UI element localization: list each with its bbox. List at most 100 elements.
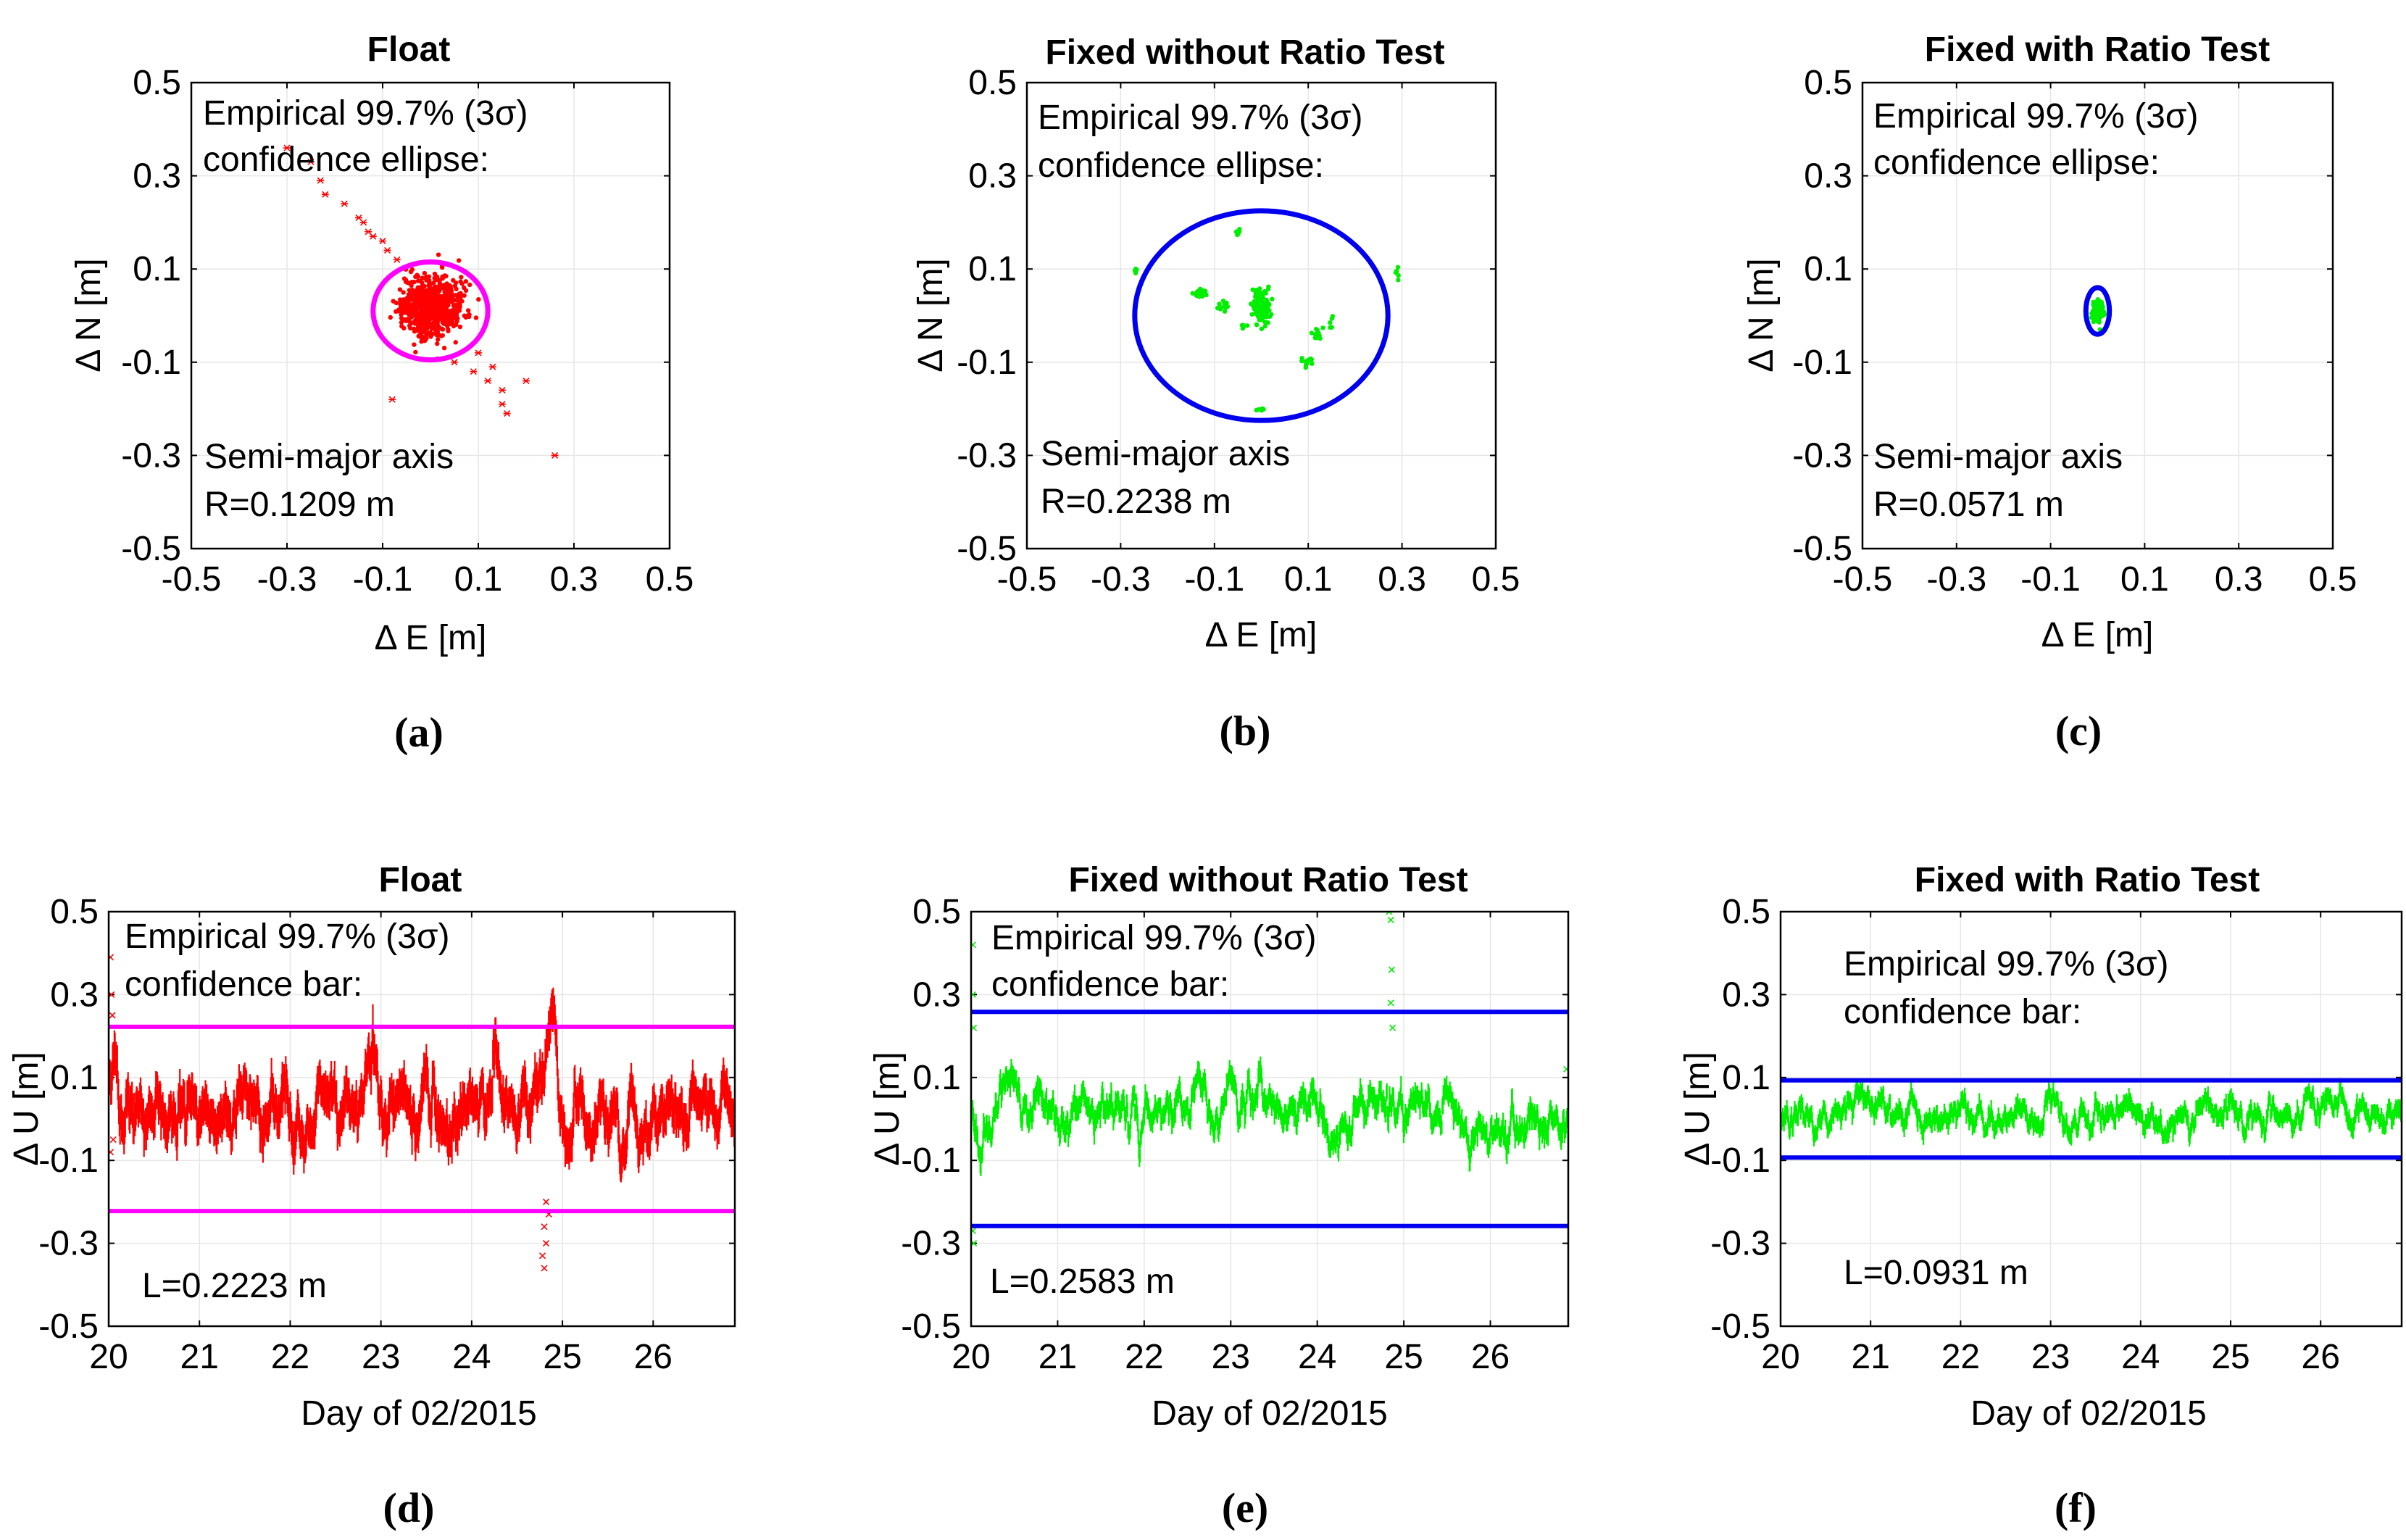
panel-caption: (c) bbox=[2055, 707, 2102, 754]
scatter-point bbox=[1257, 286, 1262, 291]
x-tick-labels: 20 21 22 23 24 25 26 bbox=[89, 1338, 673, 1376]
scatter-point bbox=[440, 327, 446, 332]
scatter-point bbox=[450, 320, 455, 325]
annotation-line: Empirical 99.7% (3σ) bbox=[125, 917, 449, 956]
outlier-point bbox=[317, 177, 325, 184]
scatter-point bbox=[1249, 312, 1254, 317]
y-tick-labels: -0.5 -0.3 -0.1 0.1 0.3 0.5 bbox=[121, 64, 181, 568]
scatter-point bbox=[1262, 324, 1267, 329]
scatter-point bbox=[437, 315, 442, 320]
panel-b-fixed-no-ratio-en: Fixed without Ratio Test -0.5 -0.3 -0.1 … bbox=[912, 33, 1520, 754]
scatter-point bbox=[409, 307, 415, 312]
x-tick-labels: 20 21 22 23 24 25 26 bbox=[952, 1338, 1510, 1376]
y-tick-label: 0.5 bbox=[912, 893, 961, 931]
panel-c-fixed-ratio-en: Fixed with Ratio Test -0.5 -0.3 -0.1 0.1… bbox=[1742, 30, 2357, 754]
y-tick-label: 0.3 bbox=[1804, 157, 1852, 196]
y-tick-label: 0.5 bbox=[133, 64, 181, 102]
x-tick-label: 25 bbox=[1384, 1338, 1423, 1376]
x-tick-label: 23 bbox=[362, 1338, 400, 1376]
scatter-point bbox=[422, 301, 428, 307]
scatter-point bbox=[453, 293, 458, 298]
x-tick-label: -0.5 bbox=[162, 560, 222, 599]
scatter-point bbox=[433, 298, 438, 303]
outlier-point bbox=[523, 377, 530, 385]
scatter-point bbox=[2097, 312, 2102, 317]
outlier-point bbox=[307, 158, 315, 165]
scatter-point bbox=[1244, 323, 1250, 328]
y-tick-label: -0.5 bbox=[957, 530, 1017, 568]
y-tick-label: -0.1 bbox=[121, 344, 181, 382]
scatter-point bbox=[457, 308, 462, 313]
y-tick-label: 0.3 bbox=[1722, 975, 1770, 1014]
scatter-point bbox=[456, 258, 462, 263]
x-tick-labels: 20 21 22 23 24 25 26 bbox=[1761, 1338, 2340, 1376]
scatter-point bbox=[446, 310, 451, 315]
y-tick-label: 0.1 bbox=[50, 1059, 99, 1097]
scatter-point bbox=[1204, 292, 1209, 298]
scatter-point bbox=[1224, 300, 1229, 306]
x-tick-label: 23 bbox=[2031, 1338, 2070, 1376]
outlier-point bbox=[109, 1136, 117, 1144]
scatter-point bbox=[428, 301, 433, 307]
scatter-point bbox=[427, 282, 432, 287]
scatter-point bbox=[433, 290, 438, 296]
confidence-ellipse bbox=[2083, 285, 2112, 337]
scatter-point bbox=[1262, 307, 1267, 312]
residual-series bbox=[109, 987, 735, 1183]
scatter-point bbox=[1306, 357, 1311, 362]
scatter-point bbox=[411, 288, 416, 294]
scatter-point bbox=[433, 302, 438, 307]
scatter-point bbox=[419, 325, 424, 330]
scatter-point bbox=[458, 279, 463, 284]
result-label: L=0.2583 m bbox=[990, 1262, 1175, 1301]
outlier-point bbox=[538, 1252, 546, 1260]
y-tick-labels: -0.5 -0.3 -0.1 0.1 0.3 0.5 bbox=[901, 893, 961, 1346]
scatter-point bbox=[397, 287, 403, 292]
scatter-point bbox=[412, 326, 417, 331]
plot-area bbox=[283, 144, 559, 459]
residual-series bbox=[971, 1056, 1568, 1176]
scatter-point bbox=[401, 297, 407, 302]
plot-area bbox=[1132, 208, 1401, 423]
x-tick-label: 26 bbox=[2302, 1338, 2340, 1376]
outlier-point bbox=[971, 1227, 976, 1235]
y-axis-label: Δ N [m] bbox=[1742, 258, 1781, 372]
scatter-point bbox=[454, 303, 460, 309]
x-tick-label: 22 bbox=[271, 1338, 309, 1376]
scatter-point bbox=[1309, 330, 1315, 336]
panel-title: Float bbox=[379, 861, 462, 899]
y-tick-label: 0.5 bbox=[50, 893, 99, 931]
scatter-point bbox=[396, 309, 401, 314]
scatter-point bbox=[1394, 270, 1399, 275]
scatter-point bbox=[467, 312, 472, 317]
scatter-point bbox=[415, 328, 420, 333]
plot-area bbox=[2083, 285, 2112, 337]
data-marks bbox=[1781, 1078, 2402, 1160]
scatter-point bbox=[443, 317, 448, 322]
scatter-point bbox=[454, 319, 459, 324]
result-line: Semi-major axis bbox=[1873, 438, 2123, 476]
x-axis-label: Δ E [m] bbox=[2041, 616, 2154, 654]
scatter-point bbox=[449, 315, 455, 321]
scatter-point bbox=[1317, 333, 1322, 338]
scatter-point bbox=[1396, 278, 1401, 283]
y-tick-label: 0.5 bbox=[1722, 893, 1770, 931]
result-label: L=0.0931 m bbox=[1844, 1254, 2028, 1292]
scatter-point bbox=[412, 342, 417, 347]
annotation-line: Empirical 99.7% (3σ) bbox=[991, 919, 1316, 957]
result-line: confidence bar: bbox=[1844, 993, 2081, 1031]
y-tick-labels: -0.5 -0.3 -0.1 0.1 0.3 0.5 bbox=[957, 64, 1017, 568]
scatter-point bbox=[465, 308, 471, 313]
y-tick-label: -0.3 bbox=[1710, 1225, 1770, 1263]
scatter-point bbox=[446, 302, 451, 308]
scatter-point bbox=[1320, 325, 1325, 330]
y-tick-label: -0.5 bbox=[1792, 530, 1852, 568]
scatter-point bbox=[433, 323, 438, 328]
y-tick-labels: -0.5 -0.3 -0.1 0.1 0.3 0.5 bbox=[1792, 64, 1852, 568]
scatter-point bbox=[418, 278, 423, 284]
x-tick-label: -0.1 bbox=[2020, 560, 2081, 599]
outlier-point bbox=[542, 1240, 550, 1247]
y-axis-label: Δ N [m] bbox=[70, 258, 108, 372]
outlier-point bbox=[1388, 966, 1395, 973]
